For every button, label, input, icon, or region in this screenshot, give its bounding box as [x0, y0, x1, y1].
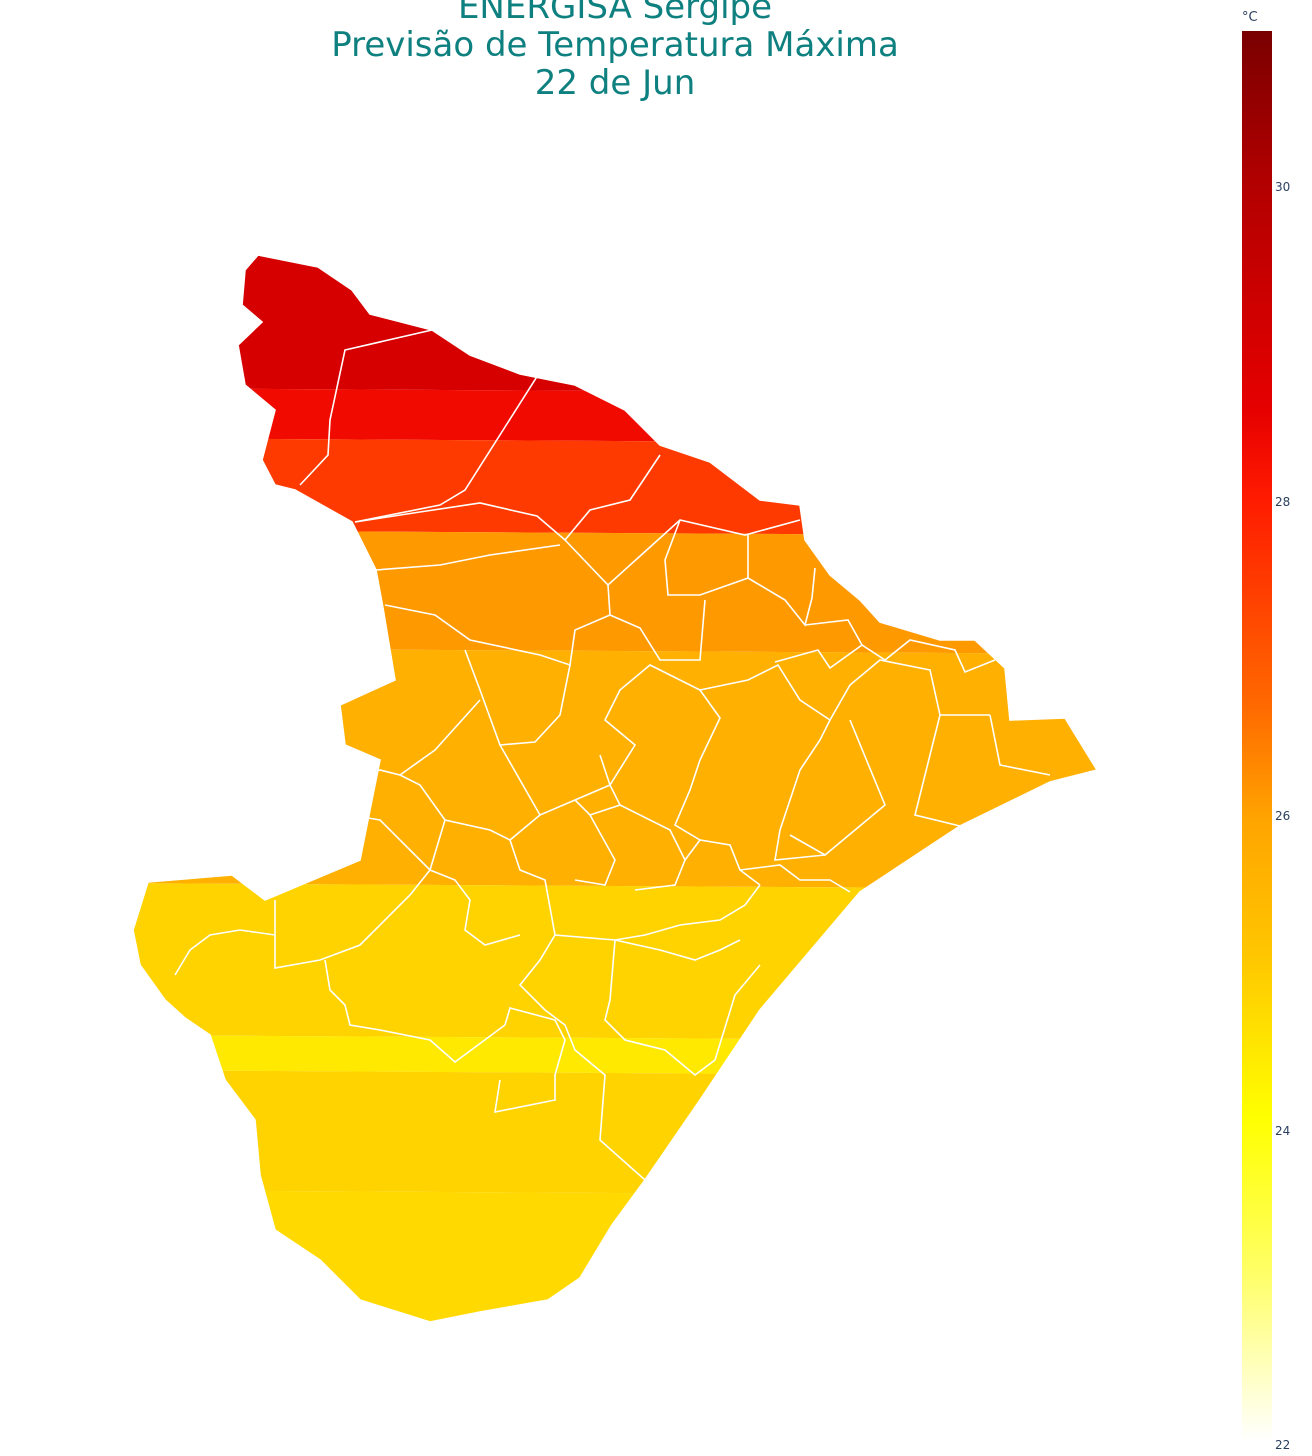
border: [574, 784, 622, 816]
border: [174, 929, 276, 976]
border: [861, 639, 996, 674]
title-line-2: Previsão de Temperatura Máxima: [331, 25, 899, 65]
border: [494, 1007, 566, 1114]
colorbar-tick-26: 26: [1275, 809, 1291, 823]
temperature-band: [133, 255, 1097, 394]
border: [324, 959, 506, 1064]
border: [354, 454, 661, 542]
temperature-band: [100, 1340, 1120, 1346]
border: [739, 864, 851, 893]
border: [464, 649, 571, 746]
title-line-1: ENERGISA Sergipe: [457, 0, 773, 27]
border: [384, 584, 611, 667]
border: [614, 884, 761, 941]
temperature-band: [133, 1035, 1097, 1076]
temperature-band: [133, 1070, 1097, 1196]
temperature-band: [133, 648, 1097, 889]
title-line-3: 22 de Jun: [534, 63, 696, 103]
border: [664, 519, 749, 596]
colorbar-tick-24: 24: [1275, 1124, 1291, 1138]
border: [509, 839, 616, 941]
border: [684, 839, 761, 886]
border: [518, 934, 646, 1181]
temperature-band: [133, 438, 1097, 536]
border: [914, 714, 961, 827]
border: [354, 374, 539, 523]
colorbar: [1242, 31, 1272, 1441]
border: [699, 663, 832, 831]
border: [375, 544, 561, 571]
border: [673, 759, 701, 841]
border: [614, 939, 741, 961]
border: [609, 599, 706, 661]
border: [399, 774, 541, 841]
border: [989, 714, 1051, 776]
border: [299, 329, 433, 486]
border: [774, 619, 864, 670]
border: [604, 664, 721, 786]
colorbar-tick-30: 30: [1275, 180, 1291, 194]
temperature-band: [133, 883, 1097, 1041]
colorbar-unit-label: °C: [1242, 10, 1258, 25]
temperature-band: [133, 1190, 1097, 1322]
temperature-band: [133, 530, 1097, 654]
colorbar-tick-28: 28: [1275, 495, 1291, 509]
border: [789, 719, 886, 856]
border: [829, 659, 990, 721]
border: [774, 829, 826, 861]
border: [349, 814, 446, 872]
border: [429, 869, 521, 946]
temperature-bands: [100, 255, 1120, 1346]
temperature-band: [133, 388, 1097, 444]
border: [604, 939, 761, 1077]
municipality-borders: [132, 254, 1099, 1323]
border: [274, 869, 431, 969]
state-outline: [132, 254, 1099, 1323]
border: [574, 814, 616, 886]
map-title: ENERGISA Sergipe Previsão de Temperatura…: [0, 0, 1230, 102]
colorbar-tick-22: 22: [1275, 1438, 1291, 1452]
